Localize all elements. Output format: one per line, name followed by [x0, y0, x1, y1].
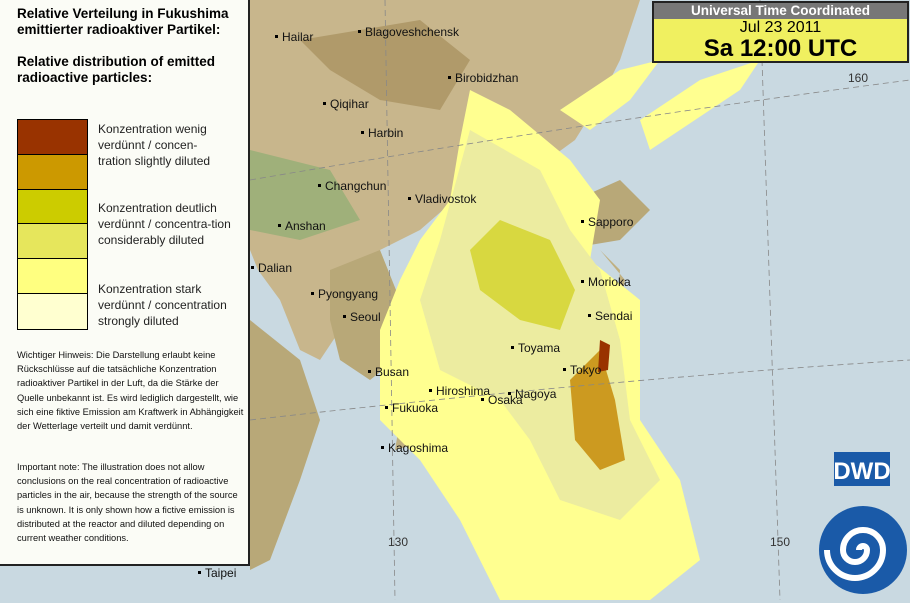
city-label: Morioka: [581, 275, 631, 289]
city-label: Vladivostok: [407, 192, 477, 206]
legend-title-de: Relative Verteilung in Fukushima emittie…: [17, 6, 229, 37]
grid-label: 130: [388, 535, 409, 549]
city-label: Nagoya: [507, 387, 557, 401]
city-label: Sapporo: [580, 215, 634, 229]
time-label: Sa 12:00 UTC: [703, 35, 858, 62]
legend-color-scale: [17, 119, 88, 330]
svg-text:DWD: DWD: [833, 458, 890, 485]
legend-swatch: [18, 293, 87, 329]
dwd-logo: DWD: [818, 452, 908, 598]
city-label: Qiqihar: [323, 97, 369, 111]
legend-swatch: [18, 259, 87, 294]
city-label: Dalian: [250, 261, 293, 275]
city-label: Birobidzhan: [447, 71, 519, 85]
legend-label-slight: Konzentration wenig verdünnt / concen-tr…: [98, 122, 211, 168]
city-label: Sendai: [587, 309, 633, 323]
legend-swatch: [18, 189, 87, 225]
time-header: Universal Time Coordinated: [654, 3, 907, 19]
grid-label: 160: [848, 71, 869, 85]
city-label: Hiroshima: [428, 384, 491, 398]
plume-considerably-diluted: [470, 220, 575, 330]
city-label: Harbin: [360, 126, 404, 140]
city-label: Seoul: [343, 310, 381, 324]
legend-swatch: [18, 224, 87, 260]
plume-source: [598, 340, 610, 372]
city-label: Taipei: [197, 566, 237, 580]
city-label: Hailar: [274, 30, 314, 44]
city-label: Blagoveshchensk: [357, 25, 460, 39]
city-label: Changchun: [317, 179, 387, 193]
legend-swatch: [18, 154, 87, 190]
city-label: Pyongyang: [310, 287, 379, 301]
city-label: Kagoshima: [380, 441, 449, 455]
city-label: Anshan: [278, 219, 326, 233]
city-label: Busan: [367, 365, 410, 379]
land-china-south: [250, 320, 320, 570]
note-en: Important note: The illustration does no…: [17, 462, 238, 544]
city-label: Osaka: [481, 393, 523, 407]
city-label: Fukuoka: [384, 401, 439, 415]
time-box: Universal Time Coordinated Jul 23 2011 S…: [652, 1, 909, 63]
city-label: Tokyo: [562, 363, 602, 377]
legend-label-strong: Konzentration stark verdünnt / concentra…: [98, 282, 227, 328]
city-label: Toyama: [510, 341, 561, 355]
grid-label: 150: [770, 535, 791, 549]
legend-panel: Relative Verteilung in Fukushima emittie…: [0, 0, 250, 566]
date-label: Jul 23 2011: [739, 19, 822, 36]
legend-label-considerable: Konzentration deutlich verdünnt / concen…: [98, 201, 231, 247]
note-de: Wichtiger Hinweis: Die Darstellung erlau…: [17, 350, 244, 432]
legend-title-en: Relative distribution of emitted radioac…: [17, 54, 216, 85]
plume-slightly-diluted: [570, 350, 625, 470]
legend-swatch: [18, 120, 87, 155]
